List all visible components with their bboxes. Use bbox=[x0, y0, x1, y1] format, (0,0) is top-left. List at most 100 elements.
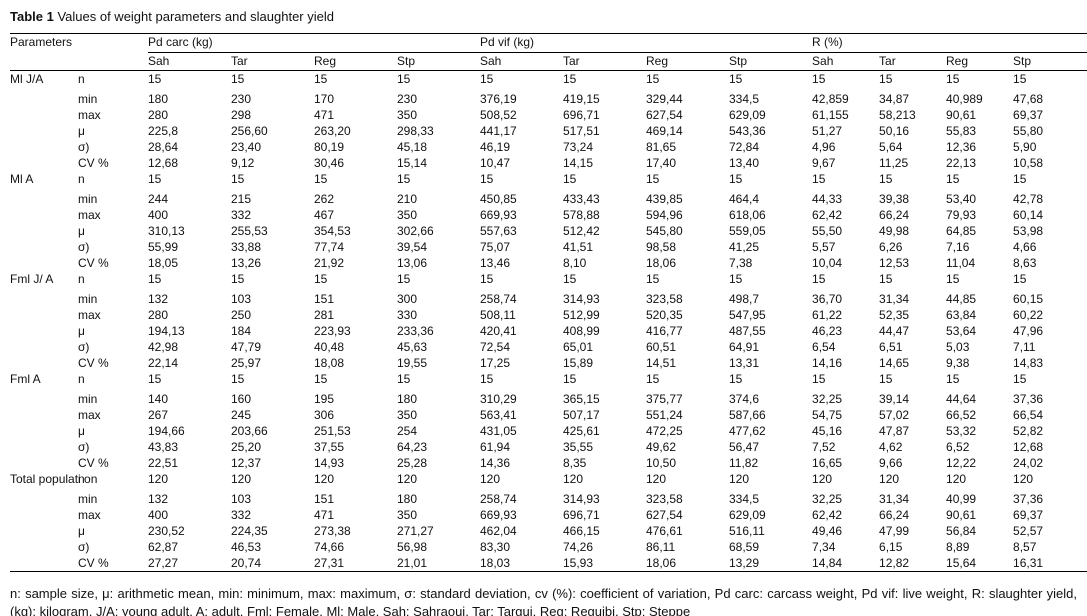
value-cell: 22,14 bbox=[148, 356, 179, 370]
value-cell: 39,14 bbox=[879, 392, 910, 406]
value-cell: 15 bbox=[563, 72, 577, 86]
value-cell: 15 bbox=[812, 272, 826, 286]
value-cell: 547,95 bbox=[729, 308, 766, 322]
table-footnote: n: sample size, μ: arithmetic mean, min:… bbox=[10, 586, 1077, 616]
value-cell: 507,17 bbox=[563, 408, 600, 422]
statistic-label: n bbox=[78, 372, 85, 386]
value-cell: 31,34 bbox=[879, 292, 910, 306]
value-cell: 9,38 bbox=[946, 356, 970, 370]
value-cell: 516,11 bbox=[729, 524, 765, 538]
statistic-label: min bbox=[78, 92, 98, 106]
value-cell: 73,24 bbox=[563, 140, 594, 154]
value-cell: 334,5 bbox=[729, 92, 760, 106]
value-cell: 66,24 bbox=[879, 508, 910, 522]
value-cell: 15 bbox=[231, 272, 245, 286]
value-cell: 33,88 bbox=[231, 240, 262, 254]
value-cell: 350 bbox=[397, 208, 418, 222]
value-cell: 37,55 bbox=[314, 440, 345, 454]
table-caption: Table 1 Values of weight parameters and … bbox=[10, 8, 1077, 26]
value-cell: 62,42 bbox=[812, 208, 843, 222]
value-cell: 7,52 bbox=[812, 440, 836, 454]
value-cell: 66,24 bbox=[879, 208, 910, 222]
value-cell: 15 bbox=[646, 372, 660, 386]
value-cell: 50,16 bbox=[879, 124, 910, 138]
value-cell: 15 bbox=[397, 172, 411, 186]
value-cell: 354,53 bbox=[314, 224, 351, 238]
value-cell: 9,67 bbox=[812, 156, 836, 170]
value-cell: 120 bbox=[812, 472, 833, 486]
statistic-label: CV % bbox=[78, 356, 109, 370]
value-cell: 6,54 bbox=[812, 340, 836, 354]
value-cell: 230 bbox=[231, 92, 252, 106]
value-cell: 330 bbox=[397, 308, 418, 322]
value-cell: 72,84 bbox=[729, 140, 760, 154]
value-cell: 22,13 bbox=[946, 156, 977, 170]
value-cell: 15 bbox=[397, 272, 411, 286]
value-cell: 83,30 bbox=[480, 540, 511, 554]
value-cell: 45,18 bbox=[397, 140, 428, 154]
value-cell: 512,42 bbox=[563, 224, 600, 238]
value-cell: 10,47 bbox=[480, 156, 511, 170]
value-cell: 15,89 bbox=[563, 356, 594, 370]
value-cell: 18,03 bbox=[480, 556, 511, 570]
value-cell: 6,26 bbox=[879, 240, 903, 254]
value-cell: 46,19 bbox=[480, 140, 511, 154]
value-cell: 244 bbox=[148, 192, 169, 206]
statistic-label: max bbox=[78, 508, 101, 522]
statistic-label: μ bbox=[78, 424, 85, 438]
value-cell: 52,82 bbox=[1013, 424, 1044, 438]
value-cell: 5,64 bbox=[879, 140, 903, 154]
value-cell: 210 bbox=[397, 192, 418, 206]
value-cell: 14,84 bbox=[812, 556, 843, 570]
value-cell: 66,54 bbox=[1013, 408, 1044, 422]
statistic-label: n bbox=[78, 272, 85, 286]
value-cell: 31,34 bbox=[879, 492, 910, 506]
value-cell: 46,23 bbox=[812, 324, 843, 338]
value-cell: 69,37 bbox=[1013, 508, 1044, 522]
value-cell: 36,70 bbox=[812, 292, 843, 306]
table-row: max 400 332 467 350 669,93 578,88 594,96 618,06 6… bbox=[10, 207, 1087, 223]
value-cell: 120 bbox=[646, 472, 667, 486]
value-cell: 450,85 bbox=[480, 192, 517, 206]
value-cell: 57,02 bbox=[879, 408, 910, 422]
value-cell: 15 bbox=[148, 172, 162, 186]
value-cell: 258,74 bbox=[480, 492, 517, 506]
value-cell: 545,80 bbox=[646, 224, 683, 238]
statistic-label: max bbox=[78, 308, 101, 322]
value-cell: 5,03 bbox=[946, 340, 970, 354]
value-cell: 8,57 bbox=[1013, 540, 1037, 554]
value-cell: 25,28 bbox=[397, 456, 428, 470]
value-cell: 15 bbox=[729, 272, 743, 286]
value-cell: 49,46 bbox=[812, 524, 843, 538]
value-cell: 55,50 bbox=[812, 224, 843, 238]
value-cell: 41,25 bbox=[729, 240, 760, 254]
value-cell: 56,47 bbox=[729, 440, 760, 454]
value-cell: 225,8 bbox=[148, 124, 179, 138]
value-cell: 464,4 bbox=[729, 192, 760, 206]
value-cell: 13,40 bbox=[729, 156, 760, 170]
value-cell: 15 bbox=[231, 72, 245, 86]
value-cell: 15 bbox=[397, 372, 411, 386]
value-cell: 543,36 bbox=[729, 124, 766, 138]
value-cell: 15 bbox=[812, 72, 826, 86]
value-cell: 15 bbox=[879, 372, 893, 386]
value-cell: 15 bbox=[646, 72, 660, 86]
value-cell: 10,04 bbox=[812, 256, 843, 270]
value-cell: 151 bbox=[314, 292, 335, 306]
value-cell: 310,13 bbox=[148, 224, 185, 238]
table-row: Ml A n 15 15 15 15 15 15 15 15 15 15 15 15 bbox=[10, 171, 1087, 191]
value-cell: 433,43 bbox=[563, 192, 600, 206]
table-row: Fml J/ A n 15 15 15 15 15 15 15 15 15 15 15 15 bbox=[10, 271, 1087, 291]
value-cell: 42,859 bbox=[812, 92, 849, 106]
value-cell: 517,51 bbox=[563, 124, 600, 138]
value-cell: 18,06 bbox=[646, 256, 677, 270]
value-cell: 224,35 bbox=[231, 524, 268, 538]
value-cell: 408,99 bbox=[563, 324, 600, 338]
table-row: min 132 103 151 180 258,74 314,93 323,58 334,5 32… bbox=[10, 491, 1087, 507]
table-row: σ) 42,98 47,79 40,48 45,63 72,54 65,01 60,51 64,… bbox=[10, 339, 1087, 355]
table-row: max 280 250 281 330 508,11 512,99 520,35 547,95 6… bbox=[10, 307, 1087, 323]
value-cell: 13,06 bbox=[397, 256, 428, 270]
value-cell: 37,36 bbox=[1013, 492, 1044, 506]
value-cell: 86,11 bbox=[646, 540, 676, 554]
